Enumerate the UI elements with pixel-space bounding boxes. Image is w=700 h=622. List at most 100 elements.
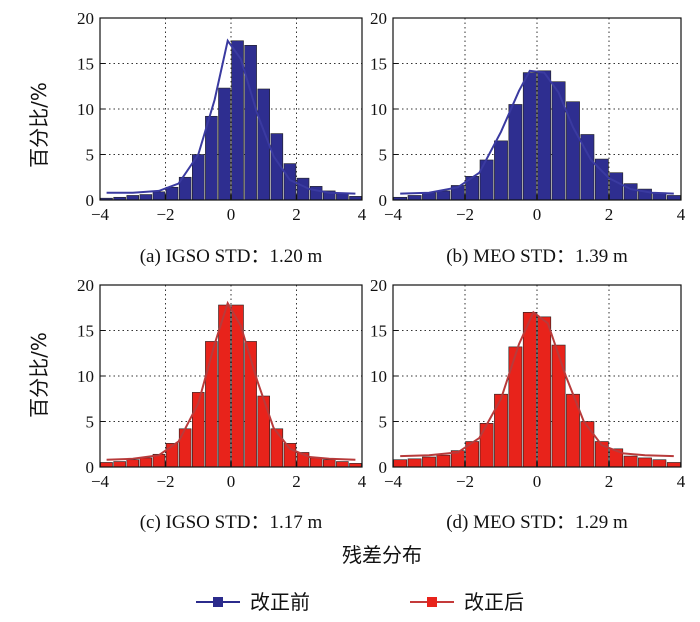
bar xyxy=(393,459,408,468)
x-tick-label: 0 xyxy=(227,205,236,224)
x-tick-label: −2 xyxy=(156,472,174,491)
x-tick-label: −2 xyxy=(456,205,474,224)
bar xyxy=(522,311,537,468)
bar xyxy=(623,455,638,468)
bar xyxy=(666,195,681,201)
panel-caption: (a) IGSO STD：1.20 m xyxy=(140,246,323,267)
bar xyxy=(551,81,566,201)
bar xyxy=(257,395,270,468)
panel-caption: (c) IGSO STD：1.17 m xyxy=(140,512,323,533)
legend-label-after: 改正后 xyxy=(464,590,524,614)
bar xyxy=(580,421,595,468)
y-tick-label: 15 xyxy=(77,55,94,74)
bar xyxy=(152,191,166,201)
x-tick-label: −2 xyxy=(456,472,474,491)
y-tick-label: 20 xyxy=(370,276,387,295)
x-tick-label: 4 xyxy=(677,472,686,491)
bar xyxy=(479,423,494,468)
x-tick-label: 2 xyxy=(292,472,301,491)
bar xyxy=(126,195,140,201)
x-tick-label: 2 xyxy=(605,205,614,224)
bar xyxy=(407,195,422,201)
x-tick-label: 2 xyxy=(605,472,614,491)
x-axis-label: 残差分布 xyxy=(342,543,422,567)
x-tick-label: 4 xyxy=(677,205,686,224)
bar xyxy=(537,70,552,201)
y-tick-label: 20 xyxy=(77,9,94,28)
bar xyxy=(336,193,349,201)
y-tick-label: 5 xyxy=(86,146,95,165)
fit-curve xyxy=(106,38,356,195)
fit-curve xyxy=(400,310,674,458)
legend-item-after: 改正后 xyxy=(410,590,524,614)
panel-caption: (d) MEO STD：1.29 m xyxy=(446,512,628,533)
bar xyxy=(244,44,257,201)
x-tick-label: −4 xyxy=(384,472,403,491)
bar xyxy=(436,454,451,468)
y-tick-label: 10 xyxy=(370,367,387,386)
panel-c: −4 −2 0 2 4 0 5 10 15 20 (c) IGSO STD：1.17 m xyxy=(77,276,367,533)
bar xyxy=(322,459,336,468)
x-tick-label: 2 xyxy=(292,205,301,224)
x-tick-label: 0 xyxy=(533,205,542,224)
panel-a: −4 −2 0 2 4 0 5 10 15 20 (a) IGSO STD：1.20 m xyxy=(77,9,367,267)
bar xyxy=(407,458,422,468)
x-tick-label: −2 xyxy=(156,205,174,224)
bar xyxy=(205,341,218,468)
fit-curve xyxy=(106,300,356,461)
bar xyxy=(100,462,113,468)
panel-b: −4 −2 0 2 4 0 5 10 15 20 (b) MEO STD：1.39 m xyxy=(370,9,686,267)
x-tick-label: 0 xyxy=(227,472,236,491)
y-tick-label: 5 xyxy=(379,146,388,165)
y-tick-label: 0 xyxy=(86,458,95,477)
x-tick-label: −4 xyxy=(91,205,110,224)
bar xyxy=(309,457,323,468)
bar xyxy=(638,457,652,468)
y-tick-label: 15 xyxy=(370,55,387,74)
bar xyxy=(126,459,140,468)
legend-marker-before xyxy=(213,597,223,607)
fit-curve xyxy=(400,69,674,195)
panel-d: −4 −2 0 2 4 0 5 10 15 20 (d) MEO STD：1.29 m xyxy=(370,276,686,533)
bar xyxy=(165,186,179,201)
y-tick-label: 10 xyxy=(77,100,94,119)
bar xyxy=(139,457,153,468)
y-tick-label: 0 xyxy=(86,191,95,210)
bar xyxy=(270,428,284,468)
bar xyxy=(609,172,624,201)
y-tick-label: 0 xyxy=(379,191,388,210)
panel-caption: (b) MEO STD：1.39 m xyxy=(446,246,628,267)
bar xyxy=(309,186,323,201)
x-tick-label: −4 xyxy=(91,472,110,491)
legend-item-before: 改正前 xyxy=(196,590,310,614)
bar xyxy=(113,461,126,468)
legend: 改正前 改正后 xyxy=(196,590,524,614)
bar xyxy=(139,194,153,201)
bar xyxy=(436,190,451,201)
bar xyxy=(551,344,566,468)
y-tick-label: 0 xyxy=(379,458,388,477)
legend-marker-after xyxy=(427,597,437,607)
y-tick-label: 10 xyxy=(77,367,94,386)
bar xyxy=(522,72,537,201)
bar xyxy=(178,428,192,468)
bar xyxy=(537,316,552,468)
y-axis-label-bottom: 百分比/% xyxy=(27,332,51,418)
y-tick-label: 10 xyxy=(370,100,387,119)
y-tick-label: 15 xyxy=(77,322,94,341)
y-tick-label: 5 xyxy=(379,413,388,432)
y-axis-label-top: 百分比/% xyxy=(27,82,51,168)
y-tick-label: 20 xyxy=(370,9,387,28)
bar xyxy=(508,346,523,468)
bar xyxy=(508,104,523,201)
x-tick-label: 4 xyxy=(358,472,367,491)
x-tick-label: −4 xyxy=(384,205,403,224)
bar xyxy=(205,115,218,201)
bar xyxy=(283,443,297,468)
bar xyxy=(422,456,436,468)
bar xyxy=(494,140,508,201)
y-tick-label: 20 xyxy=(77,276,94,295)
x-tick-label: 4 xyxy=(358,205,367,224)
